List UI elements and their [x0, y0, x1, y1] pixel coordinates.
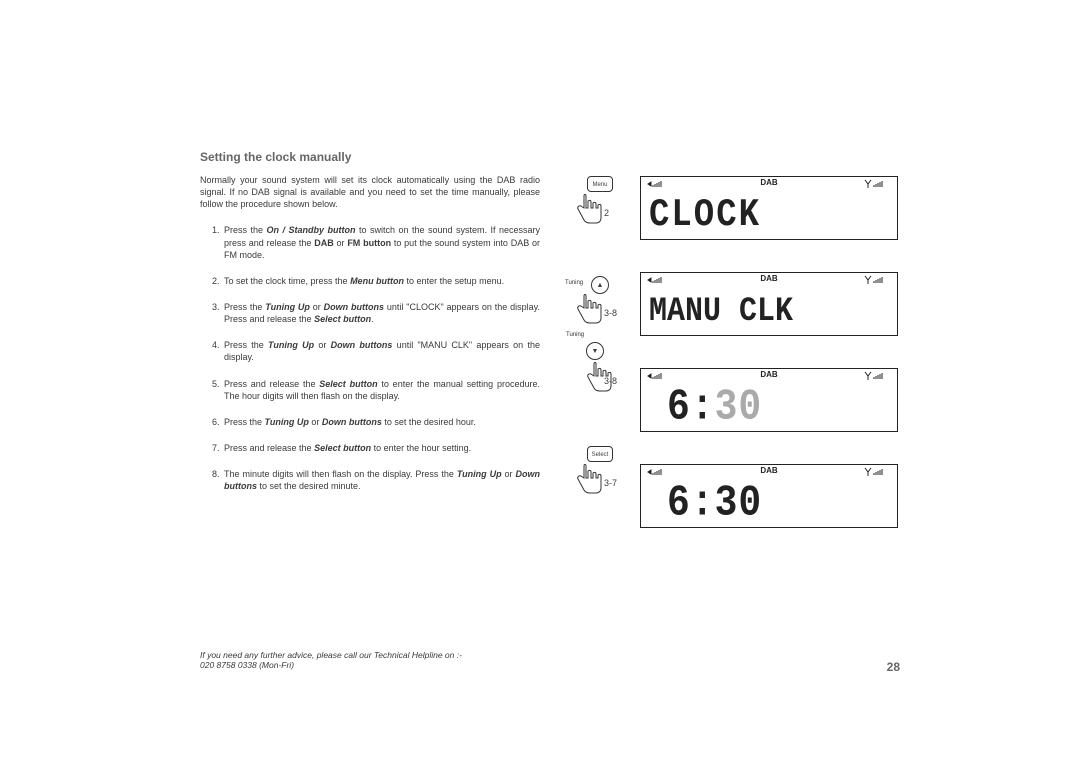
lcd-display-clock: DAB CLOCK	[640, 176, 898, 240]
lcd-text: CLOCK	[649, 194, 761, 238]
dab-label: DAB	[760, 370, 777, 379]
footer: If you need any further advice, please c…	[200, 650, 900, 670]
lcd-colon: :	[691, 383, 715, 432]
step-5: Press and release the Select button to e…	[222, 378, 540, 402]
helpline-text2: 020 8758 0338 (Mon-Fri)	[200, 660, 900, 670]
step-1: Press the On / Standby button to switch …	[222, 224, 540, 260]
intro-paragraph: Normally your sound system will set its …	[200, 174, 540, 210]
step-7: Press and release the Select button to e…	[222, 442, 540, 454]
page-number: 28	[887, 660, 900, 674]
menu-button-icon: Menu	[587, 176, 613, 192]
lcd-main: 6:30	[641, 480, 897, 527]
lcd-topbar: DAB	[641, 177, 897, 192]
lcd-topbar: DAB	[641, 369, 897, 384]
lcd-topbar: DAB	[641, 273, 897, 288]
lcd-hour: 6	[667, 479, 691, 528]
antenna-signal-icon	[863, 467, 891, 479]
step-8: The minute digits will then flash on the…	[222, 468, 540, 492]
lcd-display-manuclk: DAB MANU CLK	[640, 272, 898, 336]
volume-signal-icon	[647, 179, 675, 191]
helpline-text1: If you need any further advice, please c…	[200, 650, 900, 660]
lcd-topbar: DAB	[641, 465, 897, 480]
page-title: Setting the clock manually	[200, 150, 900, 164]
tuning-up-icon: ▲	[591, 276, 609, 294]
lcd-text: MANU CLK	[649, 292, 793, 331]
step-label-38a: 3-8	[604, 308, 617, 318]
lcd-display-time2: DAB 6:30	[640, 464, 898, 528]
dab-label: DAB	[760, 466, 777, 475]
lcd-main: 6:30	[641, 384, 897, 431]
steps-list: Press the On / Standby button to switch …	[200, 224, 540, 492]
lcd-main: CLOCK	[641, 192, 897, 239]
diagram-select: Select 3-7	[570, 446, 630, 504]
tuning-label: Tuning	[565, 280, 583, 286]
volume-signal-icon	[647, 371, 675, 383]
lcd-display-time1: DAB 6:30	[640, 368, 898, 432]
select-button-icon: Select	[587, 446, 613, 462]
step-label-38b: 3-8	[604, 376, 617, 386]
lcd-colon: :	[691, 479, 715, 528]
step-label-2: 2	[604, 208, 609, 218]
antenna-signal-icon	[863, 371, 891, 383]
volume-signal-icon	[647, 467, 675, 479]
step-3: Press the Tuning Up or Down buttons unti…	[222, 301, 540, 325]
step-label-37: 3-7	[604, 478, 617, 488]
lcd-main: MANU CLK	[641, 288, 897, 335]
tuning-label2: Tuning	[566, 332, 584, 338]
antenna-signal-icon	[863, 179, 891, 191]
volume-signal-icon	[647, 275, 675, 287]
dab-label: DAB	[760, 274, 777, 283]
step-6: Press the Tuning Up or Down buttons to s…	[222, 416, 540, 428]
step-4: Press the Tuning Up or Down buttons unti…	[222, 339, 540, 363]
diagram-tuning1: ▲ Tuning 3-8 Tuning ▼ 3-8	[570, 276, 630, 334]
antenna-signal-icon	[863, 275, 891, 287]
tuning-down-icon: ▼	[586, 342, 604, 360]
step-2: To set the clock time, press the Menu bu…	[222, 275, 540, 287]
diagram-menu: Menu 2	[570, 176, 630, 234]
lcd-min: 30	[715, 479, 763, 528]
lcd-min-dim: 30	[715, 383, 763, 432]
dab-label: DAB	[760, 178, 777, 187]
lcd-hour: 6	[667, 383, 691, 432]
